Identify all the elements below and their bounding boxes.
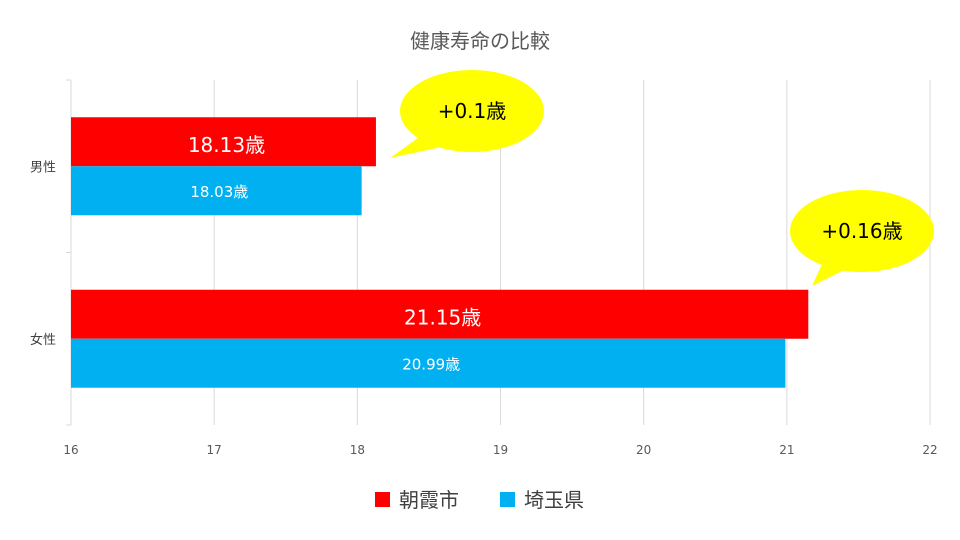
data-label: 21.15歳 (404, 305, 481, 329)
callouts: +0.1歳 +0.16歳 (390, 70, 934, 286)
x-tick-label: 21 (779, 443, 794, 457)
x-tick-label: 17 (207, 443, 222, 457)
data-label: 18.03歳 (190, 183, 248, 201)
bar-asaka-0 (71, 117, 376, 167)
x-tick-label: 16 (63, 443, 78, 457)
legend-label: 埼玉県 (524, 488, 584, 512)
bars (71, 117, 809, 388)
category-label: 女性 (30, 332, 56, 348)
callout-label: +0.1歳 (438, 99, 507, 123)
bar-asaka-1 (71, 289, 809, 339)
chart-title: 健康寿命の比較 (410, 29, 550, 53)
callout: +0.1歳 (390, 70, 544, 158)
category-label: 男性 (30, 160, 56, 175)
bar-saitama-1 (71, 338, 786, 388)
data-label: 20.99歳 (402, 355, 460, 373)
x-tick-label: 20 (636, 443, 651, 457)
data-label: 18.13歳 (188, 133, 265, 157)
legend: 朝霞市 埼玉県 (375, 488, 584, 512)
callout-label: +0.16歳 (821, 219, 902, 243)
x-tick-label: 19 (493, 443, 508, 457)
legend-swatch-saitama (500, 492, 515, 507)
callout: +0.16歳 (790, 190, 934, 286)
x-tick-label: 22 (922, 443, 937, 457)
legend-swatch-asaka (375, 492, 390, 507)
bar-saitama-0 (71, 166, 362, 216)
x-axis-ticks: 16 17 18 19 20 21 22 (63, 443, 937, 457)
callout-bubble (400, 70, 544, 152)
data-labels: 18.13歳 18.03歳 21.15歳 20.99歳 (188, 133, 481, 374)
x-tick-label: 18 (350, 443, 365, 457)
callout-bubble (790, 190, 934, 272)
legend-label: 朝霞市 (399, 488, 459, 512)
